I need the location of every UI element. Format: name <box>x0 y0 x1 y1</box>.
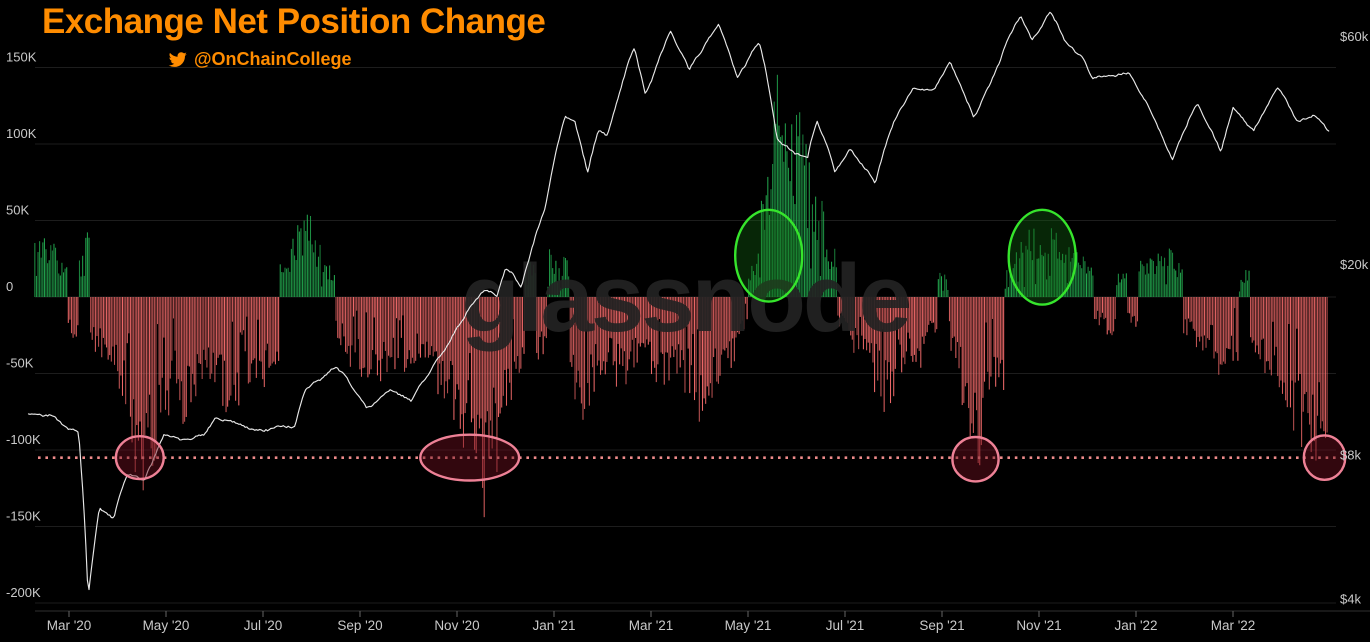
left-axis-tick: 0 <box>6 279 13 294</box>
pink-highlight-circle <box>114 435 165 481</box>
left-axis-tick: -50K <box>6 356 34 371</box>
x-axis-tick: Mar '21 <box>629 618 674 633</box>
x-axis-tick: Jan '22 <box>1114 618 1157 633</box>
left-axis: 150K 100K 50K 0 -50K -100K -150K -200K <box>6 50 41 601</box>
right-axis: $60k $20k $8k $4k <box>1340 29 1369 606</box>
twitter-icon <box>168 52 187 67</box>
price-line <box>27 11 1330 591</box>
x-axis-tick: Jul '20 <box>244 618 283 633</box>
left-axis-tick: -150K <box>6 509 41 524</box>
twitter-handle: @OnChainCollege <box>194 49 352 69</box>
x-axis-tick: May '21 <box>725 618 772 633</box>
right-axis-tick: $20k <box>1340 257 1369 272</box>
bars-series <box>34 74 1328 518</box>
pink-highlight-circle <box>1302 434 1347 481</box>
right-axis-tick: $60k <box>1340 29 1369 44</box>
page-title: Exchange Net Position Change <box>42 2 546 41</box>
x-axis-tick: Sep '21 <box>919 618 964 633</box>
left-axis-tick: 100K <box>6 126 37 141</box>
right-axis-tick: $8k <box>1340 447 1361 462</box>
green-highlight-circle <box>734 208 804 303</box>
green-highlight-circle <box>1007 208 1077 306</box>
x-axis-tick: Mar '22 <box>1211 618 1256 633</box>
left-axis-tick: -100K <box>6 432 41 447</box>
left-axis-tick: 50K <box>6 203 29 218</box>
watermark: glassnode <box>461 245 909 352</box>
x-axis-tick: Jan '21 <box>532 618 575 633</box>
left-axis-tick: 150K <box>6 50 37 65</box>
x-axis-tick: May '20 <box>143 618 190 633</box>
x-axis-tick: Nov '20 <box>434 618 479 633</box>
annotation-circles <box>114 208 1347 483</box>
x-axis-tick: Sep '20 <box>337 618 382 633</box>
x-axis-tick: Jul '21 <box>826 618 865 633</box>
twitter-attribution: @OnChainCollege <box>167 49 352 70</box>
x-axis-tick: Nov '21 <box>1016 618 1061 633</box>
pink-highlight-circle <box>419 433 521 482</box>
x-axis-tick: Mar '20 <box>47 618 92 633</box>
pink-highlight-circle <box>951 435 1000 483</box>
left-axis-tick: -200K <box>6 585 41 600</box>
right-axis-tick: $4k <box>1340 591 1361 606</box>
x-axis: Mar '20 May '20 Jul '20 Sep '20 Nov '20 Jan '… <box>47 611 1256 633</box>
